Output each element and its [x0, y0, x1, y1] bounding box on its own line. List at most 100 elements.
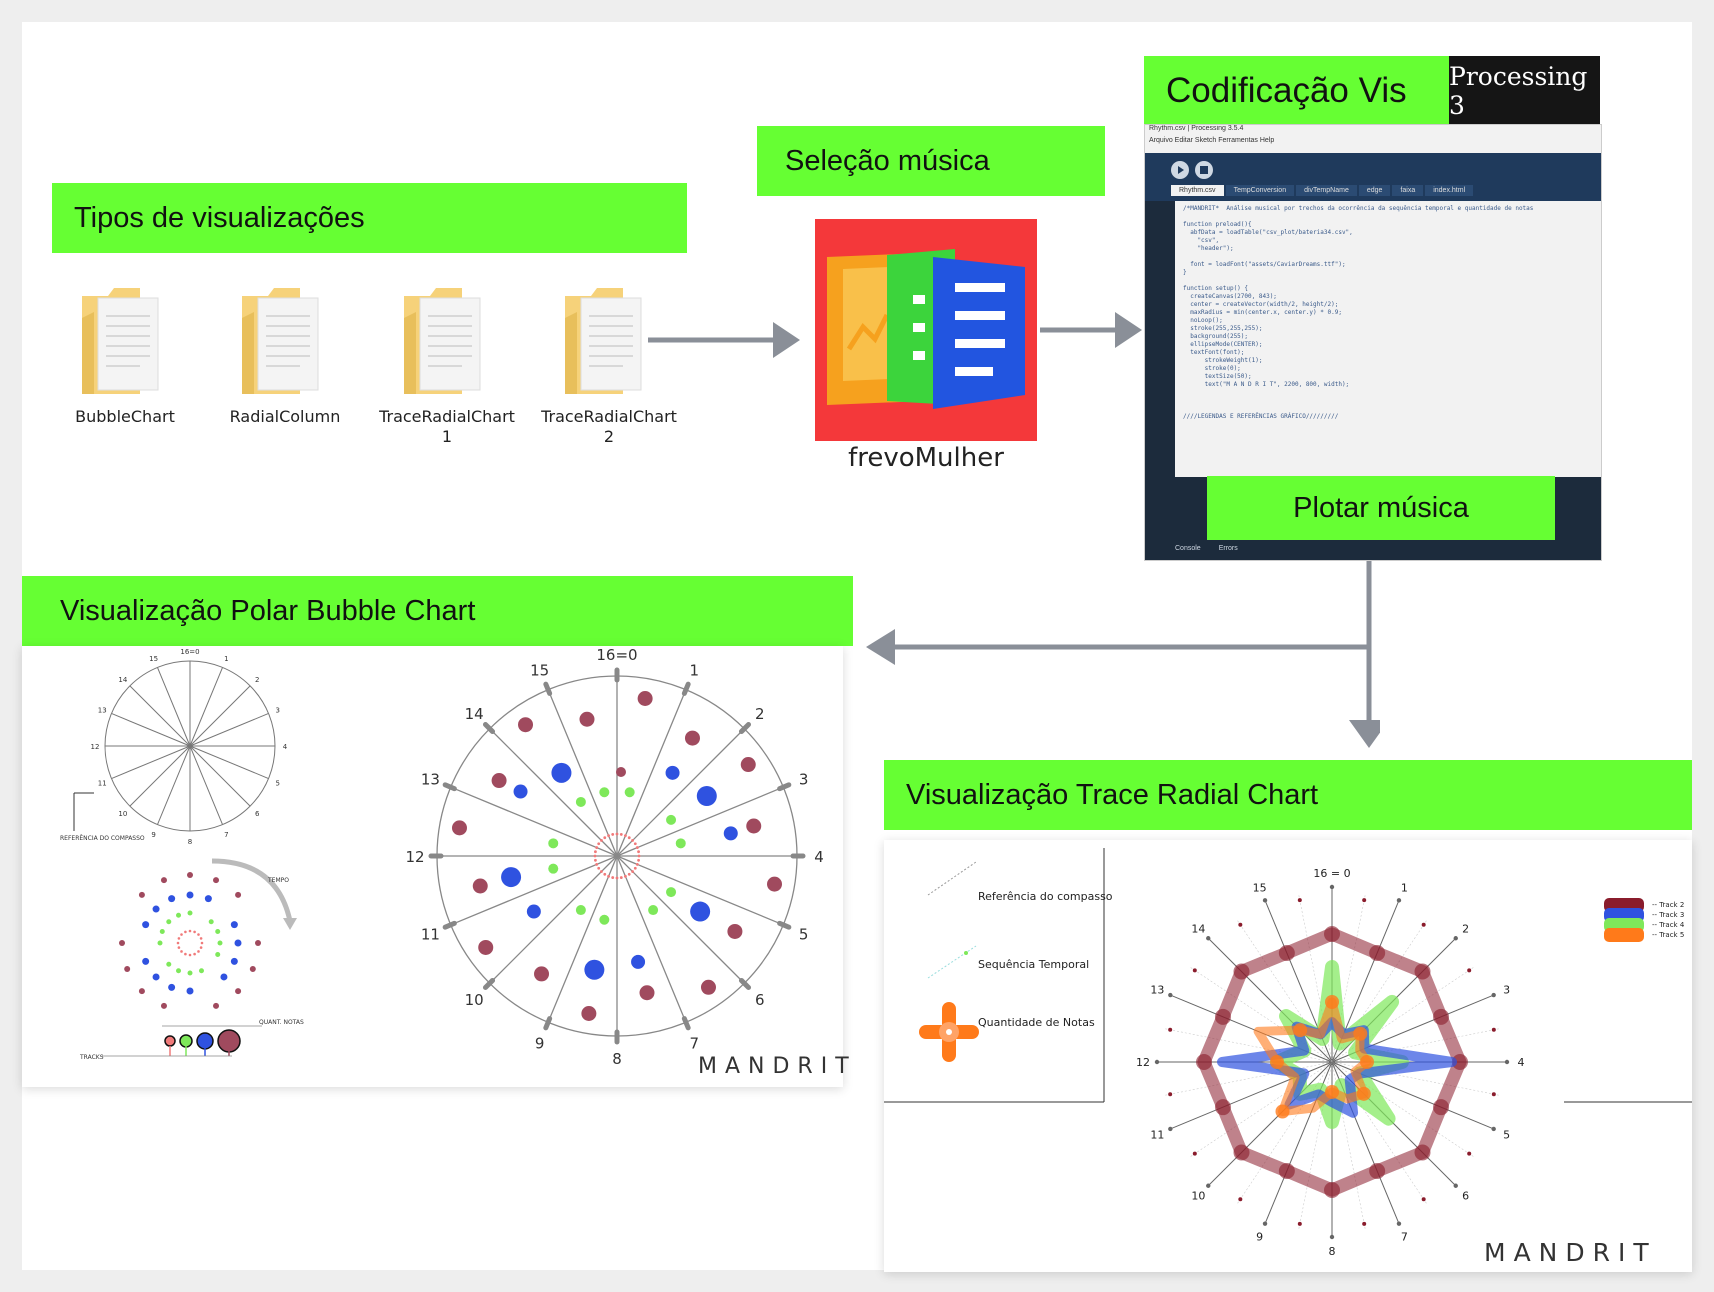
trace-track5-node: [1360, 1055, 1374, 1069]
tempo-arrow: [211, 858, 293, 922]
small-wheel-spoke: [111, 713, 191, 747]
main-wheel-spoke: [616, 855, 749, 988]
inner-dot: [607, 834, 610, 838]
track1-bubble: [451, 820, 467, 836]
editor-tab[interactable]: TempConversion: [1225, 185, 1295, 196]
banner-plotar-text: Plotar música: [1293, 491, 1469, 524]
trace-label: 3: [1503, 984, 1510, 997]
inner-dot: [619, 833, 623, 836]
track1-bubble: [491, 773, 507, 789]
track1-bubble: [579, 711, 595, 727]
trace-spoke-end: [1453, 1183, 1458, 1188]
editor-tab[interactable]: faixa: [1392, 185, 1424, 196]
demo-dot: [160, 1002, 167, 1009]
trace-track5-node: [1356, 1086, 1371, 1101]
small-wheel-label: 13: [98, 707, 107, 715]
demo-dot: [124, 966, 131, 973]
main-wheel-tick: [543, 1016, 553, 1031]
small-wheel-label: 10: [118, 810, 127, 818]
console-tabs: Console Errors: [1175, 545, 1238, 552]
demo-dot: [235, 891, 242, 898]
editor-tab[interactable]: edge: [1358, 185, 1391, 196]
main-wheel-tick: [738, 721, 752, 735]
main-wheel-label: 6: [755, 991, 765, 1009]
notes-scale-bubble: [164, 1035, 176, 1047]
app-icon[interactable]: [815, 219, 1037, 441]
folder-icon[interactable]: [80, 282, 170, 394]
trace-spoke-end: [1491, 1126, 1496, 1132]
small-wheel-label: 15: [149, 655, 158, 663]
trace-track2-node: [1452, 1054, 1468, 1070]
main-wheel-label: 12: [405, 848, 424, 866]
main-wheel-tick: [482, 721, 496, 735]
track1-bubble: [684, 730, 700, 746]
trace-label: 16 = 0: [1313, 867, 1350, 880]
small-wheel-label: 14: [118, 676, 127, 684]
demo-dot: [187, 910, 193, 916]
track-legend-label: -- Track 2: [1652, 901, 1684, 909]
demo-dot: [204, 895, 212, 903]
track3-bubble: [575, 905, 586, 916]
demo-dot: [142, 957, 150, 965]
trace-track2-node: [1324, 926, 1340, 942]
editor-window-title: Rhythm.csv | Processing 3.5.4: [1149, 125, 1244, 132]
demo-dot: [230, 957, 238, 965]
editor-tab[interactable]: divTempName: [1296, 185, 1357, 196]
notes-label: QUANT. NOTAS: [259, 1019, 304, 1026]
folder-icon[interactable]: [402, 282, 492, 394]
trace-label: 7: [1401, 1231, 1408, 1244]
trace-spoke-end: [1206, 1183, 1211, 1188]
editor-gutter: [1145, 201, 1175, 481]
editor-tab[interactable]: index.html: [1425, 185, 1474, 196]
legend-qty-glyph: [946, 1029, 952, 1035]
trace-track2-node: [1369, 1163, 1386, 1180]
inner-dot: [635, 846, 639, 849]
main-wheel-label: 4: [814, 848, 824, 866]
main-wheel-label: 7: [690, 1035, 700, 1053]
editor-tab[interactable]: Rhythm.csv: [1171, 185, 1224, 196]
track1-bubble: [767, 876, 783, 892]
folder-icon[interactable]: [240, 282, 330, 394]
track2-bubble: [501, 867, 522, 888]
small-wheel-label: 2: [255, 676, 259, 684]
folder-shape: [82, 288, 159, 394]
console-tab[interactable]: Console: [1175, 545, 1201, 552]
demo-dot: [168, 983, 176, 991]
banner-polar: Visualização Polar Bubble Chart: [22, 576, 853, 646]
trace-dot: [1297, 898, 1302, 903]
small-wheel-label: 12: [91, 743, 100, 751]
legend-ref-line: [927, 861, 977, 896]
stop-icon: [1200, 166, 1208, 174]
track1-bubble: [472, 878, 488, 894]
console-tab[interactable]: Errors: [1218, 545, 1238, 552]
trace-dot: [1467, 1151, 1472, 1156]
small-wheel-spoke: [157, 745, 191, 825]
track3-bubble: [548, 838, 559, 849]
inner-dot: [611, 833, 615, 836]
main-wheel-spoke: [616, 784, 790, 857]
trace-brand: MANDRIT: [1484, 1238, 1657, 1267]
trace-spoke-end: [1396, 898, 1402, 903]
track1-bubble: [534, 966, 550, 982]
inner-dot: [597, 866, 601, 870]
main-wheel-label: 16=0: [596, 646, 637, 664]
run-button[interactable]: [1171, 161, 1189, 179]
demo-dot: [184, 952, 187, 956]
main-wheel-label: 1: [690, 661, 700, 679]
demo-dot: [193, 930, 196, 934]
banner-polar-text: Visualização Polar Bubble Chart: [60, 594, 476, 627]
inner-dot: [600, 870, 603, 873]
demo-dot: [177, 946, 181, 949]
demo-dot: [188, 953, 192, 957]
trace-track2-node: [1433, 1099, 1450, 1116]
track2-bubble: [513, 784, 528, 799]
trace-spoke-end: [1168, 1126, 1173, 1132]
main-wheel-tick: [777, 920, 792, 930]
trace-track2-node: [1369, 944, 1386, 961]
trace-track2-node: [1414, 1144, 1431, 1161]
track-legend-swatch: [1604, 928, 1644, 942]
trace-dot: [1297, 1221, 1302, 1226]
stop-button[interactable]: [1195, 161, 1213, 179]
folder-icon[interactable]: [563, 282, 653, 394]
folder-label: TraceRadialChart 2: [541, 407, 677, 446]
